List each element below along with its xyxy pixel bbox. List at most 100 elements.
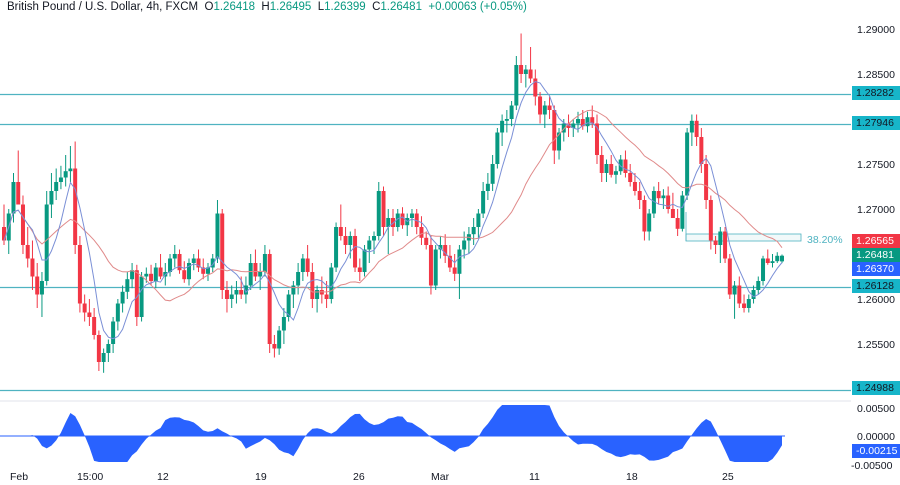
bearish-candle <box>310 272 315 299</box>
bearish-candle <box>87 312 92 317</box>
bullish-candle <box>300 258 305 272</box>
bullish-candle <box>367 240 372 250</box>
bullish-candle <box>191 258 196 263</box>
bullish-candle <box>362 249 367 272</box>
bearish-candle <box>538 96 543 115</box>
bearish-candle <box>73 168 78 245</box>
bullish-candle <box>120 291 125 304</box>
bearish-candle <box>632 182 637 191</box>
bullish-candle <box>44 204 49 281</box>
time-tick-label: 12 <box>157 471 169 483</box>
bearish-candle <box>428 245 433 286</box>
bullish-candle <box>585 117 590 127</box>
bullish-candle <box>685 132 690 196</box>
bullish-candle <box>457 249 462 274</box>
price-axis[interactable]: 1.290001.285001.280001.275001.270001.265… <box>857 24 895 351</box>
bullish-candle <box>718 231 723 245</box>
bullish-candle <box>115 303 120 322</box>
bullish-candle <box>651 191 656 214</box>
time-tick-label: 26 <box>353 471 365 483</box>
bearish-candle <box>267 254 272 344</box>
bullish-candle <box>732 285 737 295</box>
bullish-candle <box>296 272 301 286</box>
bullish-candle <box>386 218 391 227</box>
bearish-candle <box>343 236 348 245</box>
oscillator-tick-label: -0.00500 <box>851 460 893 472</box>
open-value: 1.26418 <box>213 1 256 13</box>
oscillator-tick-label: 0.00000 <box>857 431 895 443</box>
bullish-candle <box>561 123 566 133</box>
bearish-candle <box>704 164 709 200</box>
bullish-candle <box>39 281 44 295</box>
price-tick-label: 1.26000 <box>857 294 895 306</box>
bearish-candle <box>272 344 277 349</box>
bearish-candle <box>580 119 585 127</box>
oscillator-tick-label: 0.00500 <box>857 403 895 415</box>
bullish-candle <box>63 171 68 178</box>
bullish-candle <box>395 213 400 227</box>
bullish-candle <box>172 254 177 259</box>
bullish-candle <box>770 261 775 263</box>
bearish-candle <box>737 285 742 304</box>
low-label: L <box>317 1 325 13</box>
price-tag-level: 1.24988 <box>852 381 900 395</box>
bearish-candle <box>628 173 633 182</box>
price-tag-red: 1.26565 <box>852 234 900 248</box>
oscillator-axis[interactable]: 0.00500 0.00000 -0.00500 <box>851 403 895 472</box>
bearish-candle <box>253 263 258 277</box>
bearish-candle <box>419 227 424 238</box>
oscillator-area <box>4 405 782 462</box>
fibonacci-retracement[interactable] <box>685 212 802 242</box>
bullish-candle <box>248 263 253 286</box>
symbol-legend: British Pound / U.S. Dollar, 4h, FXCM O1… <box>7 0 527 14</box>
bearish-candle <box>338 227 343 236</box>
close-label: C <box>372 1 381 13</box>
bearish-candle <box>158 267 163 277</box>
bearish-candle <box>713 240 718 245</box>
bullish-candle <box>409 213 414 218</box>
bullish-candle <box>571 123 576 128</box>
bullish-candle <box>291 285 296 295</box>
change-value: +0.00063 (+0.05%) <box>428 1 527 13</box>
bullish-candle <box>262 254 267 272</box>
bullish-candle <box>680 195 685 229</box>
bullish-candle <box>613 171 618 175</box>
bullish-candle <box>500 120 505 133</box>
fib-zone-box[interactable] <box>685 233 802 242</box>
bearish-candle <box>305 258 310 272</box>
low-value: 1.26399 <box>324 1 366 13</box>
time-tick-label: Feb <box>10 471 29 483</box>
bearish-candle <box>25 245 30 259</box>
close-value: 1.26481 <box>380 1 422 13</box>
bullish-candle <box>485 183 490 191</box>
bearish-candle <box>547 105 552 110</box>
bearish-candle <box>566 123 571 128</box>
bullish-candle <box>471 227 476 235</box>
bearish-candle <box>357 267 362 272</box>
bearish-candle <box>77 245 82 304</box>
bullish-candle <box>168 258 173 272</box>
time-tick-label: 18 <box>626 471 638 483</box>
bearish-candle <box>742 303 747 308</box>
bullish-candle <box>139 276 144 317</box>
bullish-candle <box>514 65 519 106</box>
bearish-candle <box>82 303 87 313</box>
bearish-candle <box>35 276 40 295</box>
bullish-candle <box>523 69 528 74</box>
price-tag-green: 1.26481 <box>852 248 900 262</box>
bullish-candle <box>281 317 286 331</box>
bullish-candle <box>125 279 130 292</box>
bearish-candle <box>96 335 101 362</box>
bullish-candle <box>756 281 761 290</box>
bearish-candle <box>623 159 628 173</box>
bearish-candle <box>637 191 642 200</box>
bearish-candle <box>2 227 6 241</box>
bearish-candle <box>324 294 329 299</box>
price-tick-label: 1.25500 <box>857 339 895 351</box>
bullish-candle <box>504 119 509 121</box>
bullish-candle <box>315 290 320 299</box>
bearish-candle <box>92 317 97 335</box>
price-tag-level: 1.28282 <box>852 86 900 100</box>
bullish-candle <box>210 258 215 268</box>
